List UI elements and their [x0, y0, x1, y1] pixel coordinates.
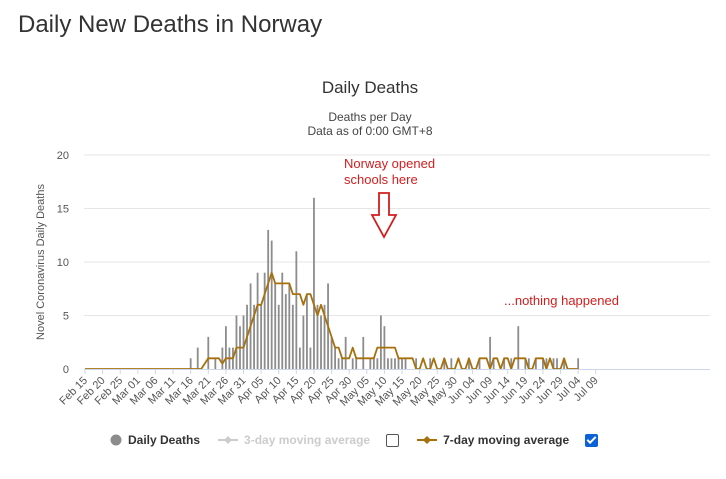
bar[interactable]	[267, 229, 270, 369]
bar[interactable]	[334, 347, 336, 369]
down-arrow-icon	[370, 192, 398, 239]
legend-label: 7-day moving average	[443, 433, 570, 447]
bar[interactable]	[379, 315, 382, 370]
bar[interactable]	[376, 358, 379, 369]
bar[interactable]	[214, 358, 217, 369]
bar[interactable]	[221, 347, 224, 369]
y-tick-label: 5	[63, 311, 69, 323]
bar[interactable]	[242, 315, 245, 370]
line-marker-icon	[218, 436, 239, 444]
bar[interactable]	[260, 304, 263, 369]
annotation-text: Norway opened	[344, 156, 435, 171]
bar[interactable]	[552, 358, 555, 369]
bar[interactable]	[362, 336, 365, 369]
bar[interactable]	[316, 304, 319, 369]
bar[interactable]	[284, 294, 287, 369]
bar[interactable]	[323, 304, 326, 369]
bar[interactable]	[313, 197, 315, 369]
bar[interactable]	[189, 358, 192, 369]
bar[interactable]	[309, 347, 312, 369]
y-tick-label: 10	[57, 257, 69, 269]
bar[interactable]	[369, 358, 372, 369]
legend-3-day-average[interactable]: 3-day moving average	[218, 433, 370, 447]
bar[interactable]	[524, 358, 527, 369]
bar[interactable]	[295, 251, 298, 369]
bar[interactable]	[270, 240, 273, 369]
bar[interactable]	[330, 336, 333, 369]
bar[interactable]	[503, 358, 506, 369]
annotation-text: ...nothing happened	[504, 293, 619, 308]
toggle-3-day-average-checkbox[interactable]	[386, 433, 400, 447]
bar[interactable]	[298, 347, 301, 369]
bar[interactable]	[489, 336, 491, 369]
legend-daily-deaths[interactable]: Daily Deaths	[110, 433, 200, 447]
chart-subtitle-line-2: Data as of 0:00 GMT+8	[307, 124, 432, 138]
bar[interactable]	[577, 358, 580, 369]
bar[interactable]	[263, 272, 266, 369]
grid-lines	[84, 154, 710, 316]
bar[interactable]	[510, 358, 513, 369]
bar[interactable]	[235, 315, 238, 370]
toggle-7-day-average-checkbox[interactable]	[585, 433, 599, 447]
bar[interactable]	[355, 358, 358, 369]
bar[interactable]	[563, 358, 565, 369]
bar[interactable]	[443, 358, 446, 369]
bar[interactable]	[534, 358, 537, 369]
bar[interactable]	[337, 358, 340, 369]
bar[interactable]	[517, 326, 520, 369]
legend-label: Daily Deaths	[128, 433, 201, 447]
bar[interactable]	[556, 358, 558, 369]
bar[interactable]	[390, 358, 393, 369]
bar[interactable]	[542, 358, 544, 369]
bar[interactable]	[281, 272, 284, 369]
bar[interactable]	[288, 283, 291, 369]
chart-subtitle-line-1: Deaths per Day	[328, 110, 411, 124]
bar[interactable]	[478, 358, 481, 369]
y-axis-ticks: 0 5 10 15 20	[57, 150, 69, 376]
legend: Daily Deaths 3-day moving average 7-day …	[110, 430, 616, 450]
bar[interactable]	[277, 304, 280, 369]
bar[interactable]	[225, 326, 227, 369]
gray-dot-icon	[110, 434, 122, 446]
bar[interactable]	[344, 336, 347, 369]
y-tick-label: 0	[63, 364, 69, 376]
bar[interactable]	[450, 358, 453, 369]
bar[interactable]	[401, 358, 403, 369]
bar[interactable]	[468, 358, 470, 369]
bar[interactable]	[415, 358, 418, 369]
bar[interactable]	[341, 358, 344, 369]
y-axis-label: Novel Coronavirus Daily Deaths	[35, 184, 47, 340]
legend-label: 3-day moving average	[244, 433, 371, 447]
line-marker-icon	[417, 436, 438, 444]
bar[interactable]	[320, 315, 322, 370]
y-tick-label: 15	[57, 204, 69, 216]
bar[interactable]	[351, 358, 354, 369]
legend-7-day-average[interactable]: 7-day moving average	[417, 433, 569, 447]
bar[interactable]	[256, 272, 259, 369]
bar[interactable]	[404, 358, 407, 369]
bar[interactable]	[306, 294, 308, 369]
annotation-text: schools here	[344, 172, 418, 187]
bar[interactable]	[394, 358, 396, 369]
bar[interactable]	[207, 336, 210, 369]
chart-title: Daily Deaths	[322, 78, 418, 97]
bar[interactable]	[397, 358, 400, 369]
page-title: Daily New Deaths in Norway	[18, 11, 323, 38]
bar[interactable]	[492, 358, 495, 369]
bar[interactable]	[387, 358, 389, 369]
daily-deaths-chart: Daily Deaths Deaths per Day Data as of 0…	[35, 78, 710, 409]
bar[interactable]	[302, 315, 305, 370]
bar[interactable]	[545, 358, 548, 369]
bar[interactable]	[274, 283, 277, 369]
bar[interactable]	[527, 358, 530, 369]
bar[interactable]	[291, 304, 294, 369]
bar[interactable]	[372, 358, 375, 369]
y-tick-label: 20	[57, 150, 69, 162]
bar[interactable]	[429, 358, 432, 369]
bar[interactable]	[196, 347, 199, 369]
bar[interactable]	[253, 304, 255, 369]
